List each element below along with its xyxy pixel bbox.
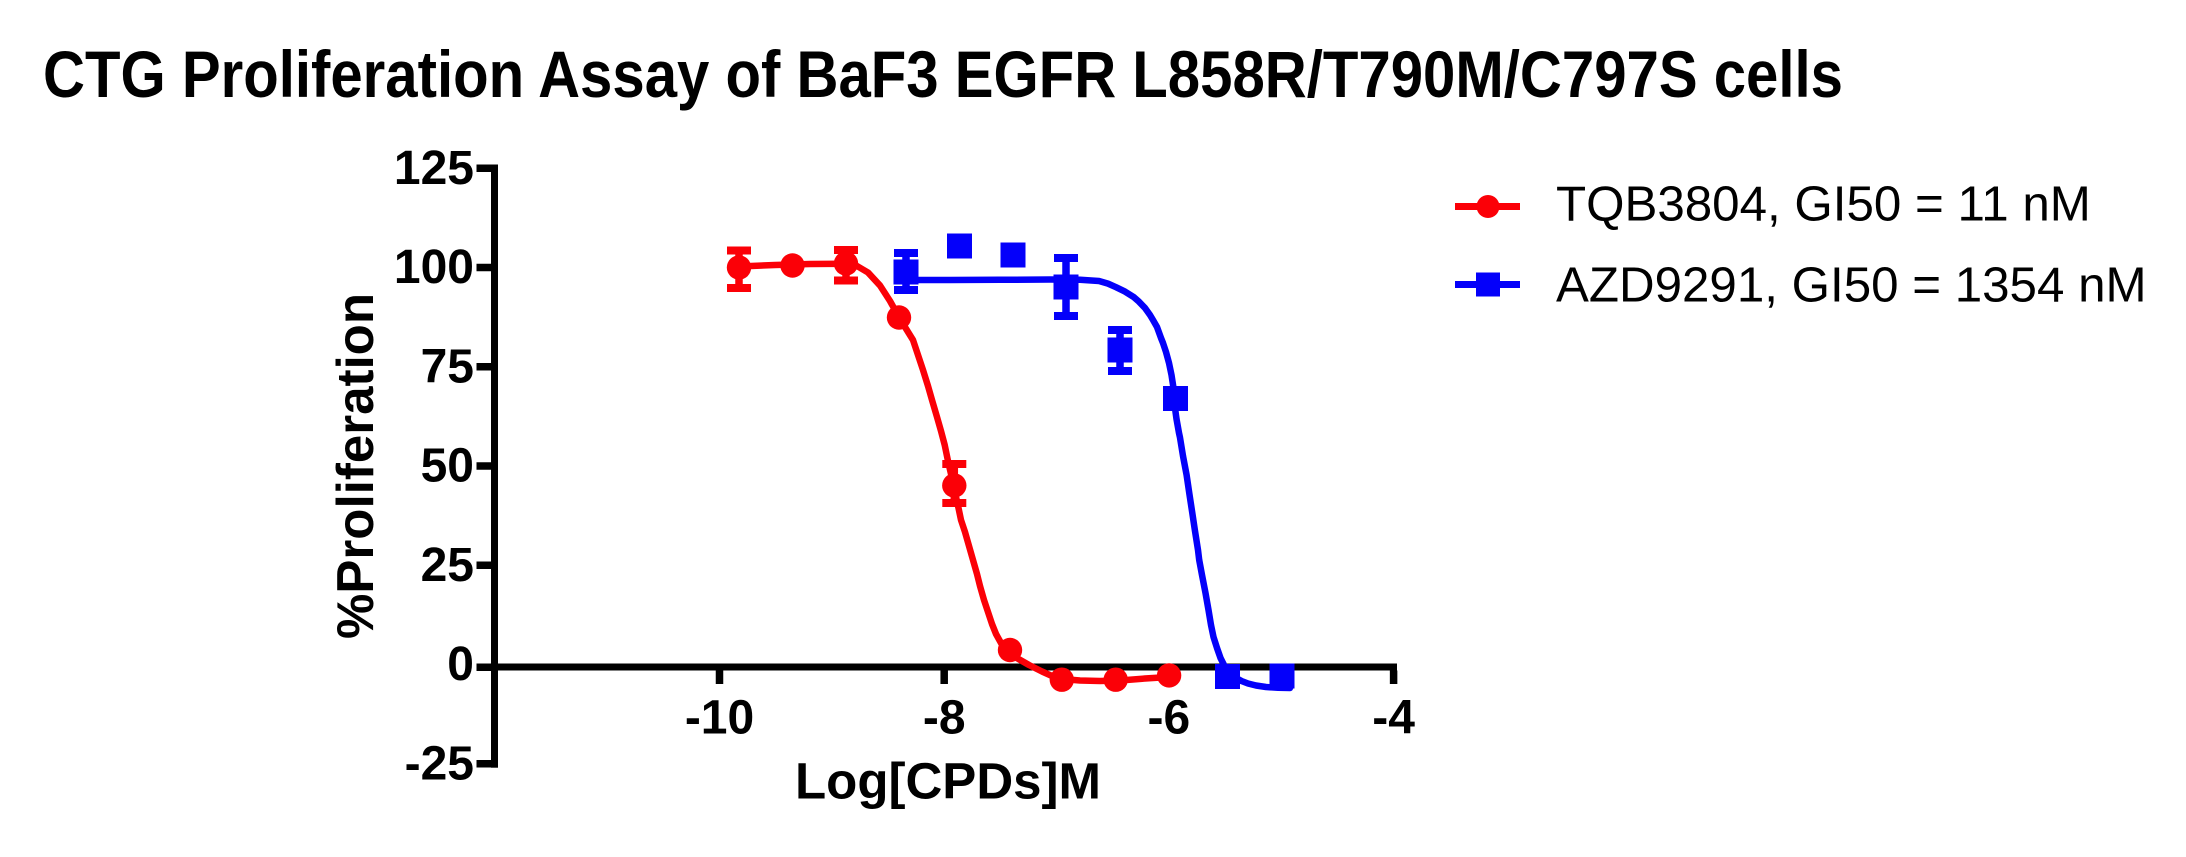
svg-text:50: 50 [421,440,474,493]
svg-text:%Proliferation: %Proliferation [327,293,385,639]
svg-text:-8: -8 [923,692,966,745]
svg-text:0: 0 [447,638,474,691]
svg-text:Log[CPDs]M: Log[CPDs]M [795,753,1101,810]
svg-text:-10: -10 [685,692,754,745]
svg-text:75: 75 [421,340,474,393]
svg-text:AZD9291, GI50 = 1354 nM: AZD9291, GI50 = 1354 nM [1556,258,2147,313]
svg-text:-4: -4 [1372,692,1415,745]
svg-text:-6: -6 [1148,692,1191,745]
svg-text:125: 125 [394,142,474,195]
svg-text:-25: -25 [405,737,474,790]
svg-text:25: 25 [421,539,474,592]
svg-text:TQB3804, GI50 = 11 nM: TQB3804, GI50 = 11 nM [1556,177,2091,232]
svg-text:CTG Proliferation Assay of BaF: CTG Proliferation Assay of BaF3 EGFR L85… [43,37,1843,111]
svg-text:100: 100 [394,241,474,294]
